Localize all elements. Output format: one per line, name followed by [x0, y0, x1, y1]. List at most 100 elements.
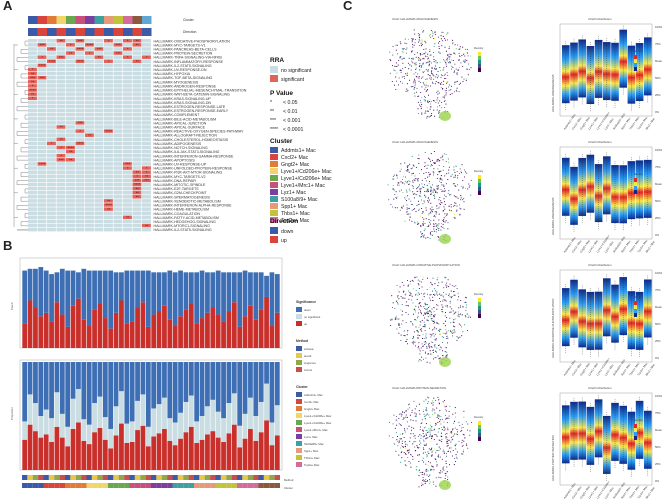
umap-point — [446, 57, 448, 59]
umap-point — [435, 191, 437, 193]
umap-point — [411, 409, 413, 411]
heatmap-cell — [56, 211, 66, 215]
heatmap-cell — [104, 186, 113, 191]
umap-point — [423, 30, 425, 32]
umap-point — [409, 462, 411, 464]
umap-point — [439, 196, 441, 199]
heatmap-cell — [94, 108, 104, 113]
umap-point — [441, 304, 443, 306]
umap-point — [405, 321, 407, 324]
umap-point — [460, 326, 463, 328]
heatmap-cell — [47, 186, 56, 191]
direction-swatch — [270, 236, 278, 243]
umap-point — [449, 94, 451, 96]
umap-point — [400, 452, 402, 454]
umap-point — [422, 429, 424, 431]
umap-point — [443, 291, 445, 294]
heatmap-cell — [47, 141, 56, 146]
umap-scatter — [387, 151, 472, 244]
umap-point — [430, 312, 432, 314]
heatmap-cell — [94, 55, 104, 59]
proportion-bar-up — [22, 439, 28, 470]
umap-point — [450, 89, 452, 91]
proportion-bar-down — [135, 362, 140, 401]
umap-point — [440, 477, 442, 479]
heatmap-cell — [113, 227, 123, 232]
umap-point — [396, 76, 398, 78]
umap-point — [441, 416, 443, 418]
heatmap-cell — [66, 88, 75, 92]
count-bar-down — [140, 270, 146, 303]
count-bar-down — [258, 272, 264, 310]
umap-point — [401, 440, 403, 442]
heatmap-cell — [56, 117, 66, 121]
umap-point — [447, 55, 449, 57]
umap-point — [429, 299, 431, 301]
heatmap-cell — [56, 67, 66, 72]
umap-point — [449, 296, 451, 298]
heatmap-cell — [47, 75, 56, 80]
cluster-legend-label: Addmts1+ Mac — [281, 148, 316, 154]
cluster-b-label: Lyve1+/Mrc1+ Mac — [304, 428, 328, 432]
heatmap-cell — [142, 84, 151, 88]
umap-point — [439, 177, 441, 179]
heatmap-cell — [66, 55, 75, 59]
umap-point — [417, 177, 420, 180]
ridge-x-label: Spp1+ Mac — [620, 362, 632, 376]
umap-point — [406, 338, 408, 340]
umap-point — [437, 355, 439, 357]
umap-point — [409, 414, 412, 416]
umap-point — [448, 161, 450, 163]
dendrogram-branch — [24, 90, 28, 95]
heatmap-cell — [56, 108, 66, 113]
count-bar-down — [183, 272, 189, 310]
proportion-bar-ns — [210, 399, 216, 432]
umap-point — [453, 434, 455, 436]
umap-point — [427, 200, 429, 202]
heatmap-cell — [66, 145, 75, 150]
heatmap-cell — [28, 108, 37, 113]
umap-point — [418, 209, 420, 211]
count-bar-down — [49, 274, 54, 322]
umap-point — [452, 413, 454, 415]
significance-stars: * — [70, 43, 72, 48]
umap-point — [429, 173, 431, 175]
umap-point — [429, 85, 432, 87]
umap-point — [437, 174, 439, 176]
umap-point — [444, 477, 446, 480]
heatmap-cell — [75, 67, 85, 72]
umap-point — [438, 219, 440, 221]
umap-point — [429, 314, 431, 316]
umap-point — [450, 59, 452, 61]
umap-point — [414, 175, 416, 177]
umap-point — [389, 59, 391, 61]
method-strip-cell — [269, 475, 275, 480]
significance-stars: ** — [136, 43, 140, 48]
umap-point — [429, 294, 431, 296]
heatmap-cell — [66, 162, 75, 166]
umap-point — [429, 160, 432, 162]
umap-point — [405, 312, 407, 314]
dendrogram-branch — [20, 147, 28, 153]
umap-point — [426, 115, 428, 117]
umap-point — [435, 338, 437, 340]
proportion-bar-up — [162, 428, 167, 470]
proportion-bar-ns — [242, 413, 248, 439]
umap-point — [435, 423, 437, 425]
umap-point — [427, 116, 429, 118]
umap-point — [438, 239, 440, 241]
umap-point — [413, 165, 415, 167]
cluster-strip-cell — [215, 483, 221, 488]
umap-point — [395, 300, 397, 302]
umap-point — [442, 467, 444, 469]
umap-point — [430, 164, 433, 166]
umap-point — [443, 425, 445, 427]
umap-point — [455, 81, 457, 83]
umap-point — [445, 455, 447, 457]
heatmap-cell — [142, 149, 151, 154]
umap-point — [456, 451, 459, 453]
heatmap-cell — [47, 158, 56, 162]
umap-point — [398, 318, 400, 320]
umap-point — [398, 324, 401, 326]
heatmap-cell — [85, 71, 94, 76]
